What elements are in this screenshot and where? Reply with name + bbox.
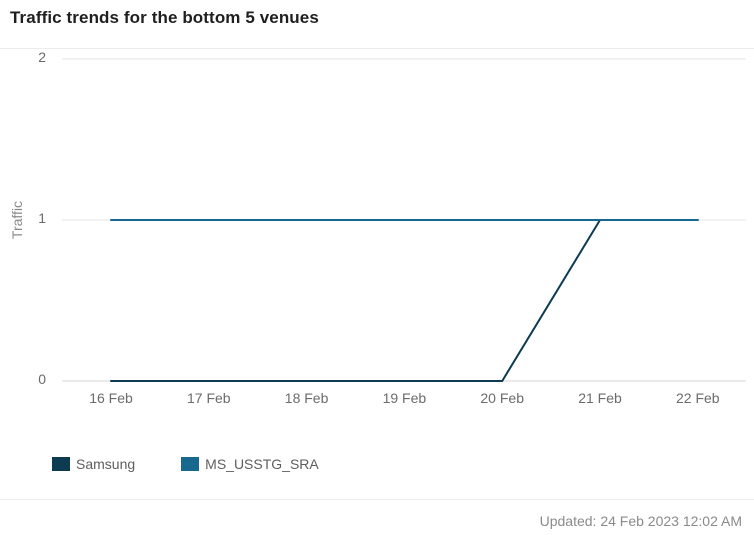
series-line-samsung xyxy=(110,219,699,382)
y-axis-ticks: 0 1 2 xyxy=(38,49,46,387)
legend-item-samsung[interactable]: Samsung xyxy=(52,456,135,472)
traffic-line-chart: 0 1 2 16 Feb 17 Feb 18 Feb 19 Feb 20 Feb 21 Feb… xyxy=(9,49,746,406)
footer-divider xyxy=(0,499,754,500)
legend-label-samsung: Samsung xyxy=(76,456,136,472)
widget-title: Traffic trends for the bottom 5 venues xyxy=(10,8,319,27)
series-lines xyxy=(110,219,699,382)
legend-swatch-samsung xyxy=(52,457,70,471)
x-axis-ticks: 16 Feb 17 Feb 18 Feb 19 Feb 20 Feb 21 Feb 22 F… xyxy=(89,390,720,406)
x-tick-label-4: 19 Feb xyxy=(383,390,427,406)
y-axis-title: Traffic xyxy=(9,201,25,239)
x-tick-label-3: 18 Feb xyxy=(285,390,329,406)
chart-legend: Samsung MS_USSTG_SRA xyxy=(52,456,365,472)
x-tick-label-2: 17 Feb xyxy=(187,390,231,406)
y-tick-label-2: 2 xyxy=(38,49,46,65)
x-tick-label-7: 22 Feb xyxy=(676,390,720,406)
x-tick-label-1: 16 Feb xyxy=(89,390,133,406)
updated-timestamp: Updated: 24 Feb 2023 12:02 AM xyxy=(539,513,742,529)
y-tick-label-1: 1 xyxy=(38,210,46,226)
y-tick-label-0: 0 xyxy=(38,371,46,387)
header-divider xyxy=(0,48,754,49)
legend-swatch-ms-usstg-sra xyxy=(181,457,200,471)
legend-item-ms-usstg-sra[interactable]: MS_USSTG_SRA xyxy=(181,456,319,472)
x-tick-label-5: 20 Feb xyxy=(480,390,524,406)
legend-label-ms-usstg-sra: MS_USSTG_SRA xyxy=(205,456,319,472)
x-tick-label-6: 21 Feb xyxy=(578,390,622,406)
